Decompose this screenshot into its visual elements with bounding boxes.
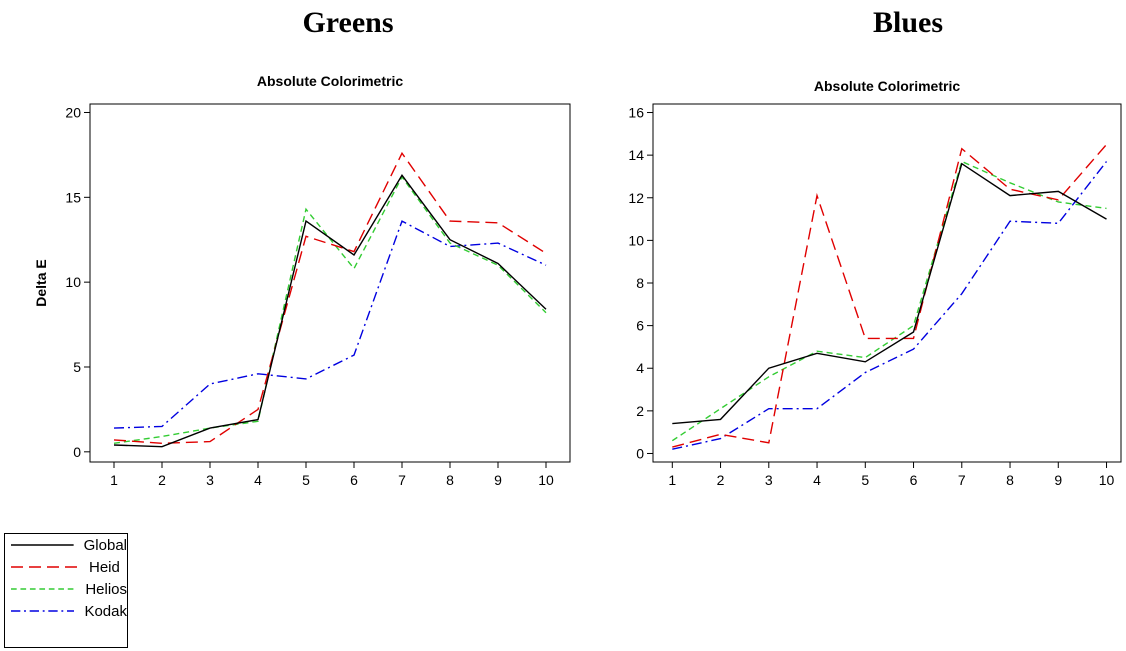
plot-frame-blues (652, 103, 1122, 463)
x-tick-label-greens-1: 1 (110, 472, 118, 488)
series-line-greens-kodak (113, 220, 547, 429)
x-tick-label-blues-3: 3 (765, 472, 773, 488)
legend-swatch-helios (11, 588, 76, 590)
legend-label: Kodak (84, 602, 127, 620)
y-tick-label-blues-14: 14 (628, 147, 644, 163)
x-tick-label-greens-9: 9 (494, 472, 502, 488)
chart-title-greens: Absolute Colorimetric (257, 73, 403, 89)
y-tick-label-blues-4: 4 (636, 360, 644, 376)
x-tick-label-blues-9: 9 (1054, 472, 1062, 488)
y-tick-label-blues-10: 10 (628, 232, 644, 248)
x-tick-label-greens-2: 2 (158, 472, 166, 488)
legend-label: Global (83, 536, 127, 554)
y-tick-label-blues-2: 2 (636, 403, 644, 419)
legend-swatch-kodak (11, 610, 75, 612)
x-tick-label-greens-10: 10 (538, 472, 554, 488)
chart-legend: Global Heid Helios Kodak (4, 533, 128, 648)
x-tick-label-greens-7: 7 (398, 472, 406, 488)
legend-swatch-global (11, 544, 74, 546)
x-tick-label-greens-4: 4 (254, 472, 262, 488)
legend-swatch-heid (11, 566, 79, 568)
legend-item-global: Global (5, 534, 127, 556)
y-tick-label-blues-12: 12 (628, 190, 644, 206)
y-tick-label-greens-0: 0 (73, 444, 81, 460)
x-tick-label-blues-4: 4 (813, 472, 821, 488)
x-tick-label-greens-8: 8 (446, 472, 454, 488)
series-line-blues-global (672, 162, 1107, 425)
legend-item-kodak: Kodak (5, 600, 127, 622)
y-tick-label-blues-8: 8 (636, 275, 644, 291)
y-tick-label-greens-5: 5 (73, 359, 81, 375)
x-tick-label-blues-7: 7 (958, 472, 966, 488)
x-tick-label-blues-10: 10 (1099, 472, 1115, 488)
y-tick-label-greens-10: 10 (65, 274, 81, 290)
y-tick-label-blues-16: 16 (628, 105, 644, 121)
x-tick-label-blues-1: 1 (668, 472, 676, 488)
y-tick-label-greens-15: 15 (65, 189, 81, 205)
panel-title-greens: Greens (302, 6, 394, 39)
x-tick-label-blues-8: 8 (1006, 472, 1014, 488)
series-line-blues-helios (671, 160, 1107, 442)
series-line-greens-global (113, 174, 547, 448)
x-tick-label-greens-5: 5 (302, 472, 310, 488)
x-tick-label-greens-3: 3 (206, 472, 214, 488)
panel-title-blues: Blues (872, 6, 944, 39)
legend-label: Heid (89, 558, 120, 576)
legend-label: Helios (85, 580, 127, 598)
x-tick-label-blues-6: 6 (910, 472, 918, 488)
y-tick-label-greens-20: 20 (65, 104, 81, 120)
y-axis-label-greens: Delta E (33, 259, 49, 306)
x-tick-label-blues-2: 2 (717, 472, 725, 488)
x-tick-label-blues-5: 5 (861, 472, 869, 488)
y-tick-label-blues-6: 6 (636, 318, 644, 334)
series-line-blues-heid (672, 144, 1108, 448)
plot-frame-greens (89, 103, 571, 463)
legend-item-helios: Helios (5, 578, 127, 600)
chart-title-blues: Absolute Colorimetric (814, 78, 960, 94)
series-line-greens-heid (113, 151, 547, 445)
series-line-blues-kodak (672, 161, 1108, 450)
series-line-greens-helios (113, 175, 547, 444)
y-tick-label-blues-0: 0 (636, 445, 644, 461)
x-tick-label-greens-6: 6 (350, 472, 358, 488)
legend-item-heid: Heid (5, 556, 127, 578)
